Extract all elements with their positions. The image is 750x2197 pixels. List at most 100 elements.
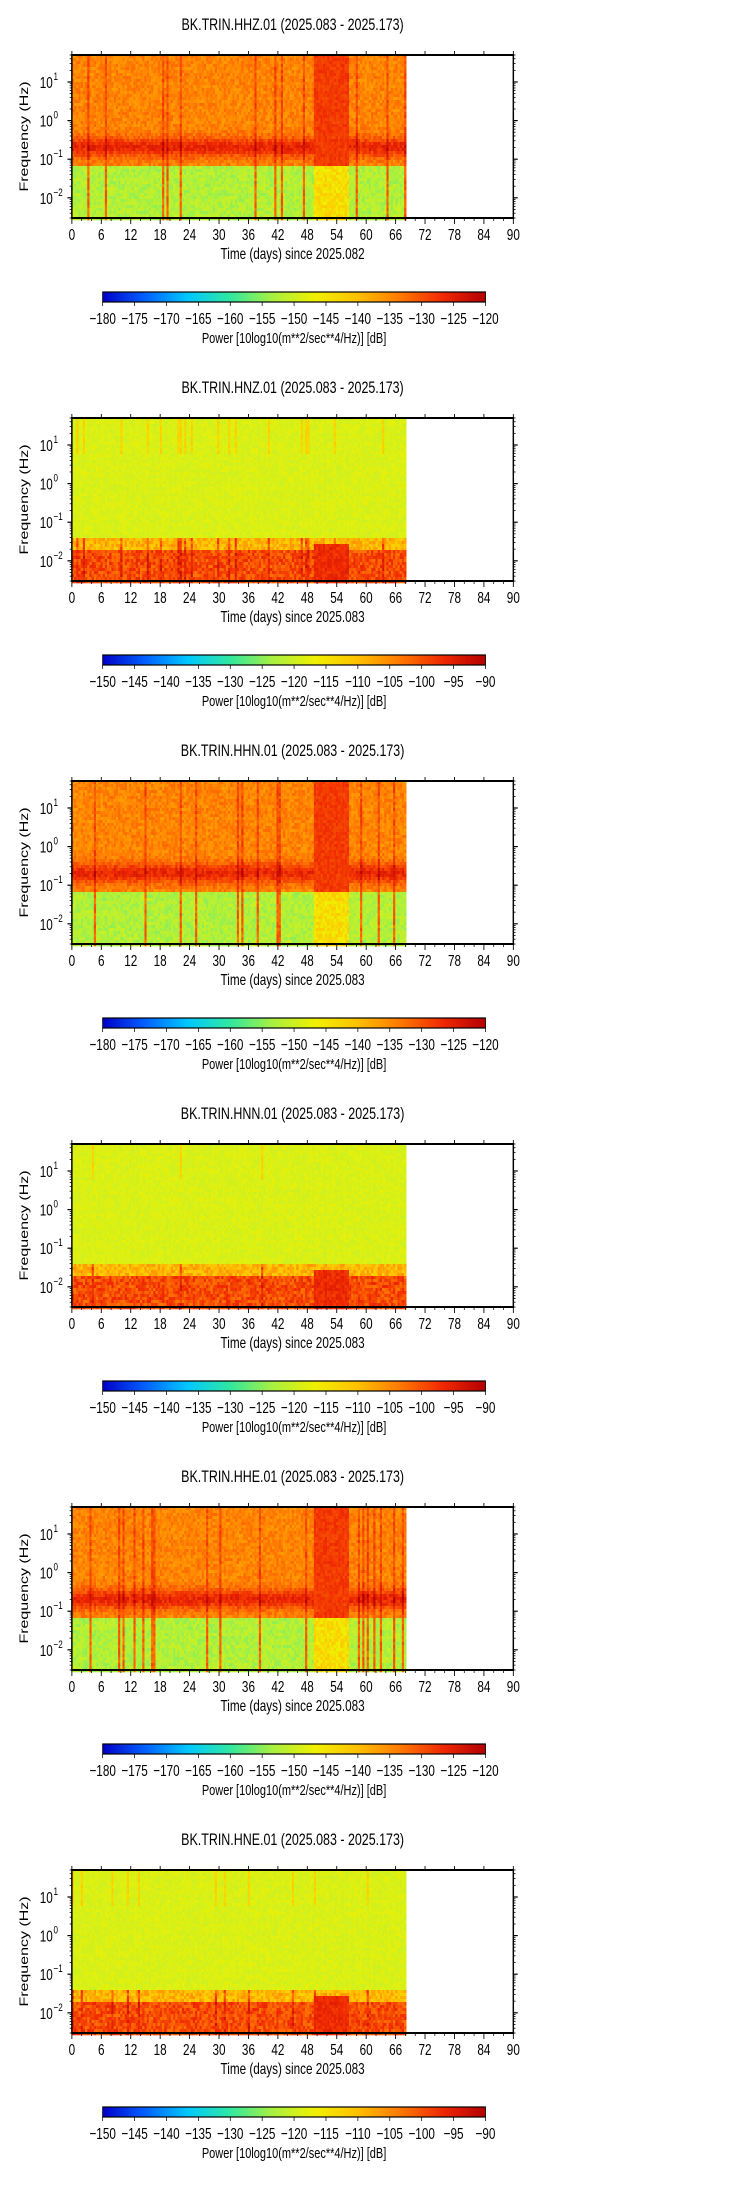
- x-tick-label: 42: [271, 2040, 284, 2058]
- colorbar-tick-label: −130: [217, 1398, 244, 1416]
- colorbar-tick-label: −105: [377, 1398, 404, 1416]
- y-tick-label: 10: [40, 1278, 53, 1296]
- chart-title: BK.TRIN.HHE.01 (2025.083 - 2025.173): [181, 1468, 404, 1486]
- x-tick-label: 0: [69, 951, 76, 969]
- x-tick-label: 30: [213, 225, 226, 243]
- colorbar-tick-label: −175: [121, 1761, 148, 1779]
- y-tick-exponent: −1: [54, 874, 63, 887]
- x-axis-label: Time (days) since 2025.083: [220, 2059, 364, 2077]
- chart-title: BK.TRIN.HHN.01 (2025.083 - 2025.173): [181, 742, 405, 760]
- colorbar-tick-label: −155: [249, 1035, 276, 1053]
- colorbar-tick-label: −100: [408, 1398, 435, 1416]
- y-tick-label: 10: [40, 1201, 53, 1219]
- y-tick-exponent: 0: [54, 835, 58, 848]
- plot-frame: [71, 417, 515, 582]
- y-tick-exponent: 1: [54, 797, 58, 810]
- spectrogram-panel-hhz: BK.TRIN.HHZ.01 (2025.083 - 2025.173) 0 6 12…: [0, 0, 550, 355]
- x-tick-label: 48: [301, 1314, 314, 1332]
- colorbar-tick-label: −145: [313, 309, 340, 327]
- x-tick-label: 60: [360, 1677, 373, 1695]
- spectrogram-svg: BK.TRIN.HNE.01 (2025.083 - 2025.173)0 6 12…: [17, 1831, 520, 2161]
- x-tick-label: 6: [98, 588, 105, 606]
- colorbar: [102, 1743, 486, 1755]
- colorbar-tick-label: −120: [281, 1398, 308, 1416]
- colorbar-tick-label: −110: [345, 1398, 371, 1416]
- colorbar-tick-label: −155: [249, 1761, 276, 1779]
- x-tick-label: 72: [419, 951, 432, 969]
- y-tick-exponent: −2: [54, 187, 63, 200]
- x-tick-label: 60: [360, 2040, 373, 2058]
- colorbar-tick-label: −125: [440, 309, 467, 327]
- x-axis-label: Time (days) since 2025.082: [220, 244, 364, 262]
- colorbar-tick-label: −160: [217, 309, 244, 327]
- x-tick-label: 24: [183, 2040, 196, 2058]
- colorbar-tick-label: −105: [377, 2124, 404, 2142]
- colorbar-tick-label: −175: [121, 1035, 148, 1053]
- x-tick-label: 66: [389, 588, 402, 606]
- colorbar-tick-label: −125: [440, 1761, 467, 1779]
- x-tick-label: 48: [301, 2040, 314, 2058]
- x-tick-label: 30: [213, 2040, 226, 2058]
- x-tick-label: 6: [98, 1677, 105, 1695]
- y-tick-label: 10: [40, 1927, 53, 1945]
- colorbar-label: Power [10log10(m**2/sec**4/Hz)] [dB]: [202, 1418, 386, 1435]
- colorbar-tick-label: −150: [89, 2124, 116, 2142]
- colorbar-label: Power [10log10(m**2/sec**4/Hz)] [dB]: [202, 329, 386, 346]
- colorbar-tick-label: −145: [121, 2124, 148, 2142]
- x-tick-label: 54: [330, 225, 343, 243]
- colorbar-tick-label: −170: [153, 1761, 180, 1779]
- x-tick-label: 78: [448, 951, 461, 969]
- x-tick-label: 84: [477, 1314, 490, 1332]
- x-tick-label: 0: [69, 588, 76, 606]
- y-axis-label: Frequency (Hz): [17, 1896, 30, 2006]
- y-tick-exponent: −2: [54, 1276, 63, 1289]
- y-tick-label: 10: [40, 513, 53, 531]
- colorbar-tick-label: −125: [249, 1398, 276, 1416]
- x-tick-label: 36: [242, 2040, 255, 2058]
- colorbar-label: Power [10log10(m**2/sec**4/Hz)] [dB]: [202, 692, 386, 709]
- y-tick-exponent: 0: [54, 109, 58, 122]
- x-tick-label: 24: [183, 1314, 196, 1332]
- x-tick-label: 12: [124, 1314, 137, 1332]
- x-tick-label: 60: [360, 1314, 373, 1332]
- y-tick-label: 10: [40, 1888, 53, 1906]
- colorbar-tick-label: −135: [185, 1398, 212, 1416]
- colorbar-tick-label: −120: [472, 1035, 499, 1053]
- colorbar-tick-label: −180: [89, 1761, 116, 1779]
- colorbar-tick-label: −140: [153, 2124, 180, 2142]
- y-tick-label: 10: [40, 1641, 53, 1659]
- x-tick-label: 78: [448, 1677, 461, 1695]
- y-tick-label: 10: [40, 838, 53, 856]
- y-tick-exponent: 1: [54, 1886, 58, 1899]
- colorbar-tick-label: −150: [281, 1035, 308, 1053]
- x-tick-label: 84: [477, 1677, 490, 1695]
- x-tick-label: 78: [448, 2040, 461, 2058]
- x-tick-label: 36: [242, 1314, 255, 1332]
- y-tick-exponent: −2: [54, 1639, 63, 1652]
- y-tick-exponent: −1: [54, 148, 63, 161]
- colorbar-tick-label: −180: [89, 309, 116, 327]
- plot-frame: [71, 54, 515, 219]
- x-tick-label: 90: [507, 2040, 520, 2058]
- colorbar-tick-label: −145: [121, 1398, 148, 1416]
- x-tick-label: 30: [213, 588, 226, 606]
- x-tick-label: 0: [69, 1314, 76, 1332]
- chart-title: BK.TRIN.HHZ.01 (2025.083 - 2025.173): [182, 16, 404, 34]
- x-axis-label: Time (days) since 2025.083: [220, 970, 364, 988]
- colorbar-tick-label: −120: [281, 2124, 308, 2142]
- y-tick-label: 10: [40, 552, 53, 570]
- colorbar-tick-label: −165: [185, 309, 212, 327]
- x-tick-label: 72: [419, 1677, 432, 1695]
- x-tick-label: 18: [154, 588, 167, 606]
- colorbar-tick-label: −150: [281, 1761, 308, 1779]
- spectrogram-heatmap: [71, 781, 407, 947]
- spectrogram-page: BK.TRIN.HHZ.01 (2025.083 - 2025.173) 0 6 12…: [0, 0, 550, 2161]
- x-tick-label: 72: [419, 2040, 432, 2058]
- spectrogram-panel-hhn: BK.TRIN.HHN.01 (2025.083 - 2025.173) 0 6 12…: [0, 726, 550, 1081]
- x-tick-label: 78: [448, 225, 461, 243]
- spectrogram-panel-hnz: BK.TRIN.HNZ.01 (2025.083 - 2025.173) 0 6 12…: [0, 363, 550, 718]
- x-tick-label: 36: [242, 951, 255, 969]
- colorbar-tick-label: −170: [153, 309, 180, 327]
- y-tick-exponent: −2: [54, 913, 63, 926]
- x-tick-label: 48: [301, 951, 314, 969]
